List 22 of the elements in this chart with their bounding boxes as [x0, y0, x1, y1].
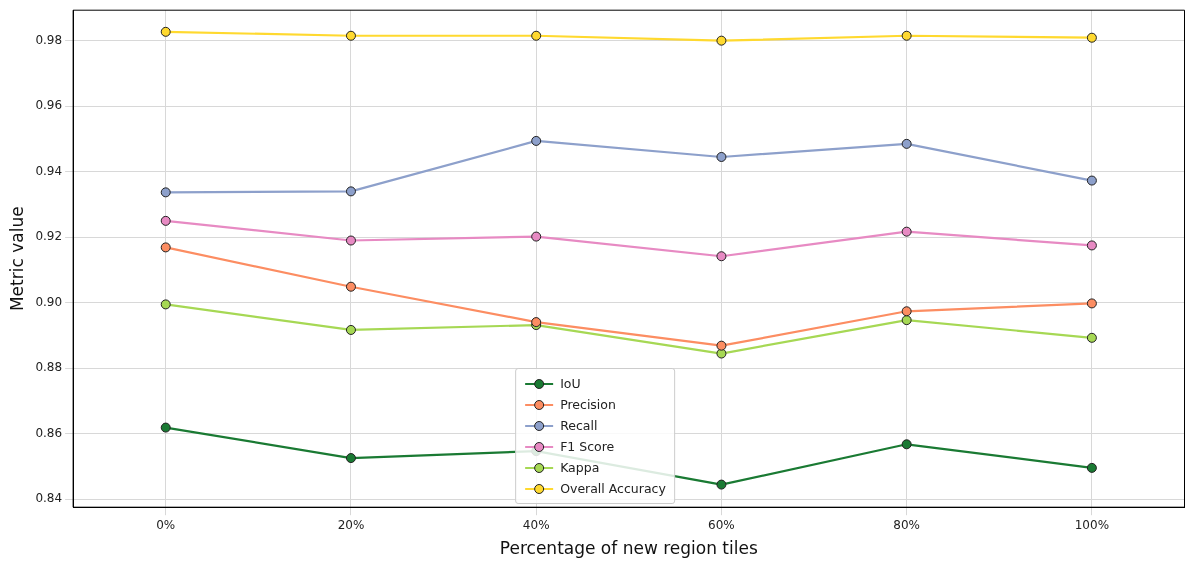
y-tick-label: 0.88: [35, 360, 63, 375]
x-tick-label: 40%: [522, 517, 550, 532]
x-tick-label: 0%: [156, 517, 176, 532]
y-tick-label: 0.86: [35, 425, 63, 440]
legend-label: Recall: [560, 418, 598, 433]
y-tick-label: 0.94: [35, 163, 63, 178]
x-tick-label: 80%: [893, 517, 920, 532]
y-tick-label: 0.84: [35, 491, 63, 506]
legend-label: Precision: [560, 397, 616, 412]
y-tick-label: 0.96: [35, 98, 63, 113]
y-tick-label: 0.92: [35, 229, 63, 244]
legend-label: Overall Accuracy: [560, 481, 666, 496]
legend-label: F1 Score: [560, 439, 615, 454]
y-axis-title: Metric value: [6, 206, 27, 312]
legend-label: Kappa: [560, 460, 600, 475]
y-tick-label: 0.98: [35, 32, 63, 47]
x-tick-label: 60%: [708, 517, 735, 532]
legend-label: IoU: [560, 376, 581, 391]
x-tick-label: 20%: [337, 517, 365, 532]
x-tick-label: 100%: [1074, 517, 1110, 532]
x-axis-title: Percentage of new region tiles: [499, 538, 758, 559]
y-tick-label: 0.90: [35, 294, 63, 309]
